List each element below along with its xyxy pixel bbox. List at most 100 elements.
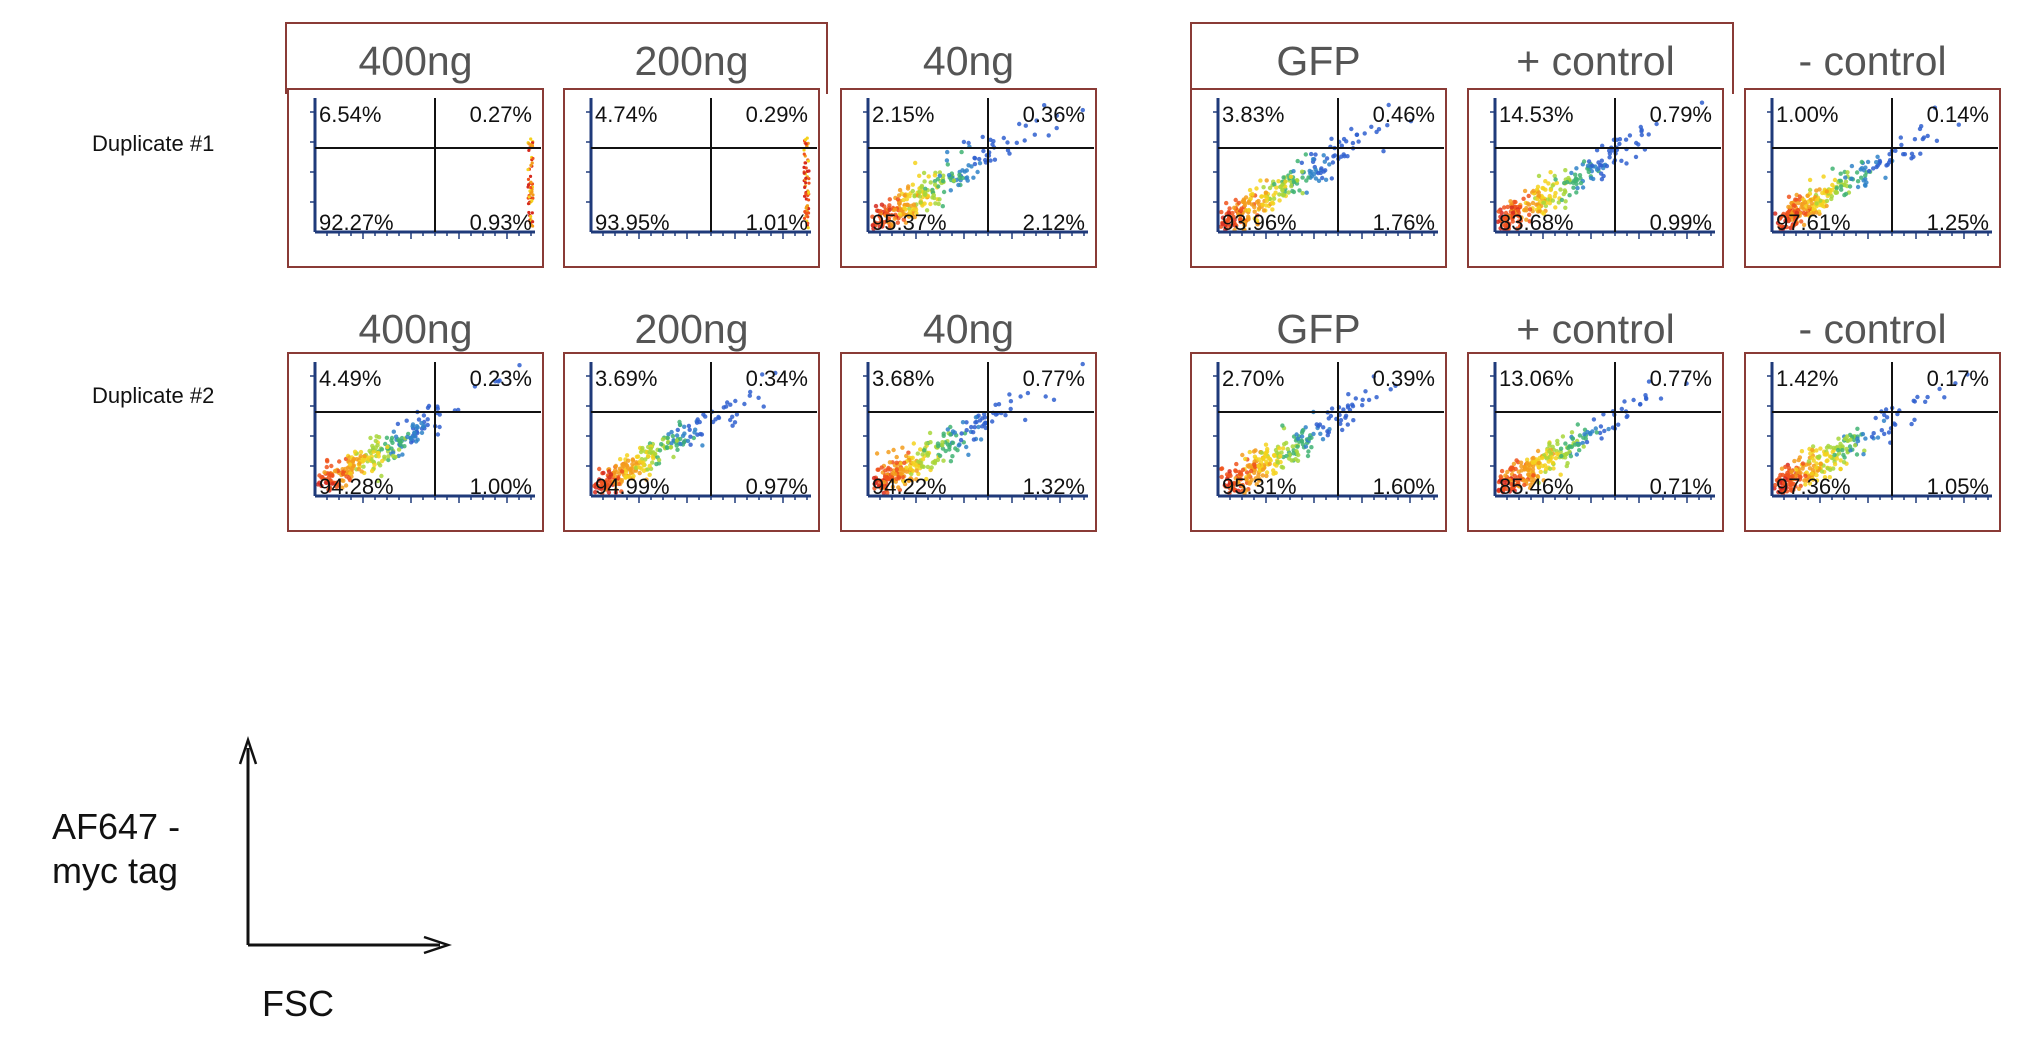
event-dot — [1524, 217, 1529, 222]
event-dot — [1240, 452, 1245, 458]
event-dot — [1814, 201, 1819, 206]
event-dot — [723, 404, 729, 409]
event-dot — [936, 201, 941, 207]
event-dot — [608, 481, 613, 486]
event-dot — [1639, 129, 1644, 134]
event-dot — [1839, 187, 1844, 192]
event-dot — [1573, 172, 1578, 177]
x-axis-key-label: FSC — [262, 983, 334, 1024]
event-dot — [945, 162, 950, 167]
event-dot — [956, 182, 961, 188]
event-dot — [950, 429, 956, 434]
event-dot — [1244, 488, 1249, 493]
event-dot — [1512, 488, 1517, 493]
event-dot — [804, 138, 808, 142]
event-dot — [351, 463, 356, 468]
event-dot — [921, 170, 927, 176]
quadrant-upper-left-percent: 3.68% — [872, 366, 935, 391]
event-dot — [1827, 454, 1833, 459]
event-dot — [803, 185, 807, 190]
event-dot — [1855, 426, 1860, 431]
event-dot — [530, 199, 534, 203]
event-dot — [1654, 121, 1659, 127]
event-dot — [1260, 473, 1265, 478]
event-dot — [623, 475, 628, 480]
event-dot — [526, 167, 530, 172]
event-dot — [397, 438, 402, 444]
event-dot — [1241, 199, 1246, 205]
event-dot — [384, 435, 390, 440]
event-scatter — [526, 137, 535, 228]
event-dot — [1255, 213, 1260, 218]
event-dot — [419, 430, 425, 435]
condition-label-control: + control — [1516, 306, 1675, 352]
event-dot — [733, 398, 738, 404]
event-dot — [1622, 399, 1627, 404]
event-dot — [328, 478, 333, 483]
event-dot — [1263, 203, 1269, 208]
event-dot — [1299, 430, 1305, 435]
event-dot — [890, 471, 896, 476]
event-dot — [982, 412, 987, 417]
event-dot — [804, 181, 808, 185]
quadrant-upper-right-percent: 0.79% — [1649, 102, 1712, 127]
event-dot — [1307, 168, 1312, 174]
event-dot — [1325, 429, 1330, 434]
event-dot — [806, 198, 811, 202]
quadrant-upper-right-percent: 0.46% — [1372, 102, 1435, 127]
event-dot — [1901, 152, 1906, 157]
event-dot — [1558, 446, 1564, 451]
event-dot — [1536, 480, 1541, 486]
event-dot — [1540, 195, 1545, 200]
event-dot — [1278, 454, 1283, 459]
density-plot: 1.00% 0.14% 97.61% 1.25% — [1744, 88, 2001, 268]
event-dot — [678, 436, 683, 442]
event-dot — [803, 161, 808, 165]
event-dot — [802, 148, 806, 152]
event-dot — [887, 207, 892, 212]
event-dot — [390, 453, 396, 459]
event-dot — [595, 483, 601, 489]
event-dot — [1637, 402, 1643, 407]
event-dot — [1623, 137, 1629, 142]
event-dot — [1814, 197, 1820, 203]
event-dot — [1827, 188, 1833, 193]
event-dot — [1780, 226, 1786, 231]
event-dot — [1863, 165, 1868, 170]
event-dot — [1546, 181, 1551, 186]
event-dot — [1570, 436, 1576, 441]
event-dot — [969, 424, 974, 430]
event-dot — [928, 180, 933, 185]
event-dot — [597, 477, 602, 482]
event-dot — [644, 477, 649, 482]
event-dot — [1793, 197, 1798, 202]
event-dot — [1506, 221, 1511, 226]
event-dot — [1871, 431, 1876, 436]
condition-label-minus-control: - control — [1798, 306, 1947, 352]
condition-label-40ng: 40ng — [922, 38, 1015, 84]
event-dot — [993, 402, 998, 407]
event-dot — [641, 463, 646, 468]
event-dot — [1788, 205, 1793, 210]
event-dot — [1263, 442, 1269, 447]
event-dot — [932, 173, 938, 178]
event-dot — [1810, 447, 1815, 453]
event-dot — [376, 461, 381, 466]
event-dot — [1550, 460, 1556, 465]
event-dot — [1558, 472, 1563, 477]
event-dot — [1277, 198, 1282, 203]
event-dot — [1616, 422, 1621, 427]
event-dot — [1562, 188, 1567, 193]
event-dot — [360, 458, 365, 463]
plot-area — [1767, 362, 1998, 503]
event-dot — [1818, 461, 1823, 467]
event-dot — [964, 428, 969, 433]
event-dot — [1381, 149, 1386, 154]
event-dot — [1804, 476, 1809, 482]
event-dot — [804, 142, 808, 146]
event-dot — [1619, 158, 1624, 163]
event-dot — [900, 445, 905, 450]
event-dot — [1552, 173, 1557, 179]
event-dot — [881, 490, 886, 496]
event-dot — [1561, 191, 1566, 197]
